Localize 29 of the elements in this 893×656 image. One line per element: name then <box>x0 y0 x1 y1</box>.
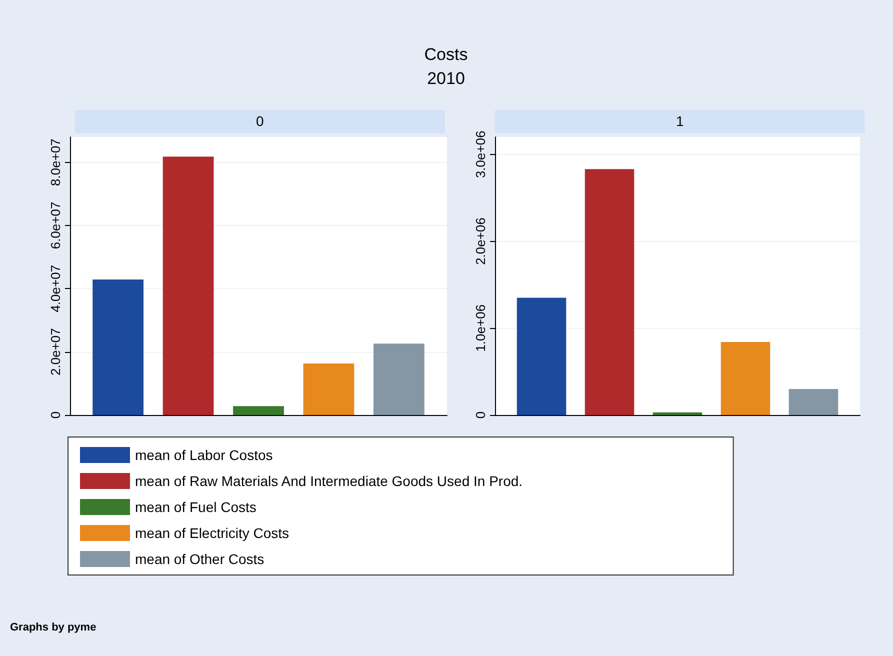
bar <box>303 364 354 415</box>
y-tick-label: 0 <box>48 411 63 419</box>
bar <box>373 344 424 415</box>
bar <box>92 279 144 415</box>
bar <box>720 342 770 415</box>
bar <box>233 406 284 415</box>
bar <box>516 298 566 415</box>
chart-title: 0 <box>256 113 264 129</box>
bar <box>584 169 634 415</box>
legend-label: mean of Labor Costos <box>135 447 273 463</box>
text: Costs <box>424 45 468 64</box>
y-tick-label: 2.0e+06 <box>473 218 488 265</box>
bar <box>162 156 214 415</box>
y-tick-label: 3.0e+06 <box>473 130 488 178</box>
y-tick-label: 0 <box>473 411 488 419</box>
y-tick-label: 1.0e+06 <box>473 304 488 352</box>
y-tick-label: 2.0e+07 <box>48 328 63 376</box>
bar <box>652 412 702 415</box>
legend-label: mean of Raw Materials And Intermediate Goods Used In Prod. <box>135 473 523 489</box>
chart-title: 1 <box>676 113 684 129</box>
y-tick-label: 4.0e+07 <box>48 264 63 312</box>
y-tick-label: 8.0e+07 <box>48 138 63 186</box>
text: Graphs by pyme <box>10 622 96 634</box>
y-tick-label: 6.0e+07 <box>48 202 63 250</box>
legend-label: mean of Fuel Costs <box>135 499 256 515</box>
legend-label: mean of Electricity Costs <box>135 525 290 541</box>
text: 2010 <box>427 69 465 88</box>
legend-label: mean of Other Costs <box>135 551 264 567</box>
bar <box>788 388 838 415</box>
